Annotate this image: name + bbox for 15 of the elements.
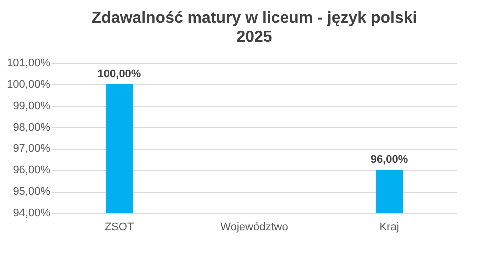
data-label: 100,00% (98, 68, 142, 80)
y-tick-label: 98,00% (13, 122, 51, 134)
y-tick-label: 100,00% (7, 78, 51, 91)
y-tick-label: 99,00% (13, 100, 51, 112)
y-tick-label: 95,00% (13, 186, 51, 198)
y-tick-label: 94,00% (13, 208, 51, 220)
y-tick-label: 97,00% (13, 143, 51, 156)
y-tick-label: 101,00% (7, 58, 51, 70)
x-tick-label: Kraj (380, 222, 400, 234)
y-tick-label: 96,00% (13, 164, 51, 177)
data-label: 96,00% (370, 154, 408, 166)
chart-title: Zdawalność matury w liceum - język polski (92, 10, 418, 27)
x-tick-label: ZSOT (104, 222, 134, 234)
x-tick-label: Województwo (220, 222, 288, 234)
chart-subtitle: 2025 (236, 29, 272, 46)
